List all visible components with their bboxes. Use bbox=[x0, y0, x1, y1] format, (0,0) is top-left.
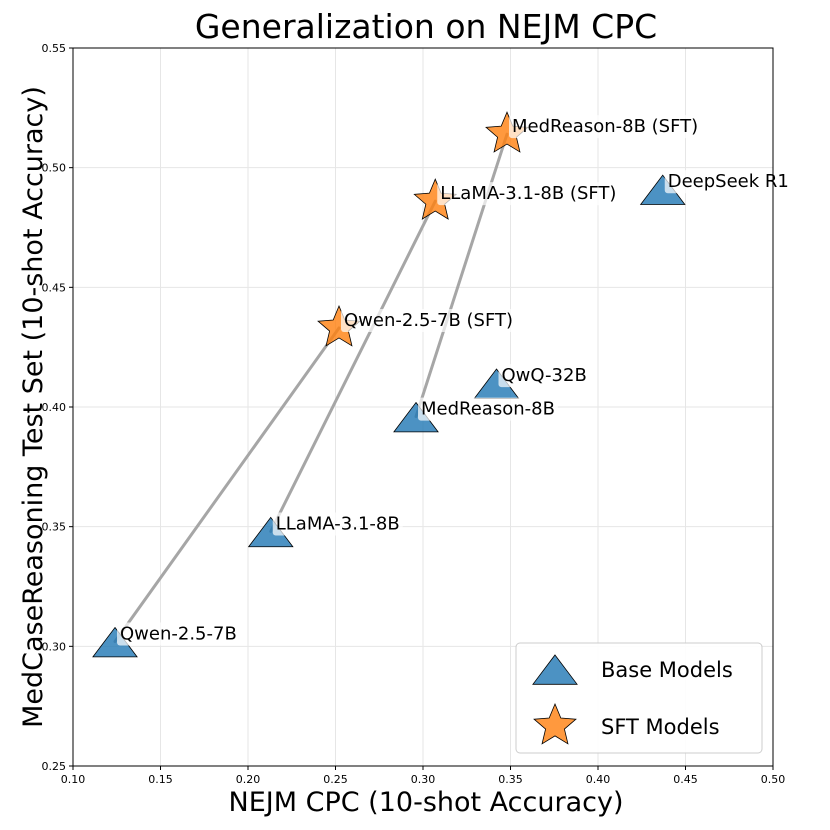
x-tick-label: 0.45 bbox=[673, 773, 698, 786]
y-axis-label: MedCaseReasoning Test Set (10-shot Accur… bbox=[18, 86, 49, 728]
legend-label-base-models: Base Models bbox=[601, 658, 733, 682]
point-label-bg bbox=[418, 397, 558, 421]
point-label-bg bbox=[437, 182, 620, 206]
legend-marker-base-models bbox=[532, 654, 578, 685]
y-tick-label: 0.25 bbox=[42, 760, 67, 773]
connection-line-llama-3-1-8b bbox=[269, 199, 437, 533]
legend-marker-sft-models bbox=[533, 702, 577, 745]
point-label-deepseek-r1: DeepSeek R1 bbox=[668, 171, 789, 192]
point-label-bg bbox=[341, 309, 517, 333]
y-tick-label: 0.55 bbox=[42, 42, 67, 55]
x-tick-label: 0.40 bbox=[586, 773, 611, 786]
y-tick-label: 0.45 bbox=[42, 281, 67, 294]
point-label-bg bbox=[498, 364, 590, 388]
point-label-medreason-8b: MedReason-8B bbox=[421, 399, 555, 420]
point-label-qwq-32b: QwQ-32B bbox=[502, 365, 587, 386]
point-label-llama-3-1-8b-sft: LLaMA-3.1-8B (SFT) bbox=[440, 183, 616, 204]
y-tick-label: 0.40 bbox=[42, 401, 67, 414]
x-tick-label: 0.50 bbox=[761, 773, 786, 786]
x-tick-label: 0.25 bbox=[323, 773, 348, 786]
x-axis-label: NEJM CPC (10-shot Accuracy) bbox=[229, 787, 624, 818]
point-label-llama-3-1-8b: LLaMA-3.1-8B bbox=[276, 513, 400, 534]
legend-label-sft-models: SFT Models bbox=[601, 715, 720, 739]
connection-line-qwen-2-5-7b bbox=[113, 326, 341, 644]
connection-line-medreason-8b bbox=[414, 132, 509, 419]
legend: Base Models SFT Models bbox=[515, 642, 763, 754]
plot-frame bbox=[72, 47, 774, 767]
y-tick-label: 0.35 bbox=[42, 521, 67, 534]
point-label-qwen-2-5-7b-sft: Qwen-2.5-7B (SFT) bbox=[344, 310, 513, 331]
y-tick-label: 0.30 bbox=[42, 640, 67, 653]
point-label-bg bbox=[509, 115, 702, 139]
point-label-qwen-2-5-7b: Qwen-2.5-7B bbox=[120, 624, 237, 645]
x-tick-label: 0.20 bbox=[236, 773, 261, 786]
data-points bbox=[92, 111, 686, 658]
point-label-bg bbox=[272, 512, 403, 536]
x-tick-label: 0.10 bbox=[61, 773, 86, 786]
point-label-bg bbox=[664, 170, 792, 194]
point-label-bg bbox=[117, 622, 240, 646]
y-tick-label: 0.50 bbox=[42, 162, 67, 175]
chart-title: Generalization on NEJM CPC bbox=[195, 7, 657, 46]
connection-lines bbox=[113, 132, 509, 644]
legend-box bbox=[515, 642, 763, 754]
x-tick-label: 0.15 bbox=[148, 773, 173, 786]
point-label-medreason-8b-sft: MedReason-8B (SFT) bbox=[512, 116, 698, 137]
point-labels: Qwen-2.5-7B LLaMA-3.1-8B MedReason-8B QwQ-3… bbox=[117, 115, 792, 646]
x-tick-label: 0.35 bbox=[498, 773, 523, 786]
axis-ticks: 0.10 0.15 0.20 0.25 0.30 0.35 0.40 0.45 0.50 0.25… bbox=[42, 42, 786, 786]
x-tick-label: 0.30 bbox=[411, 773, 436, 786]
